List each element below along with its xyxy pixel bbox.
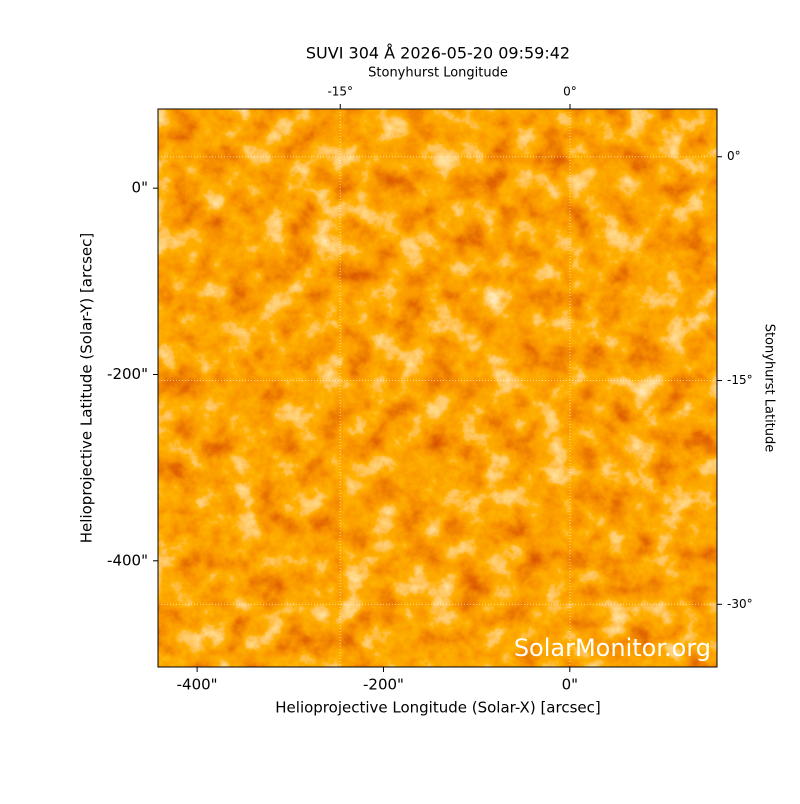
x2-tick-label: -15° xyxy=(327,85,353,99)
x-tick-label: 0" xyxy=(562,676,578,694)
x2-tick-label: 0° xyxy=(563,85,577,99)
x2-axis-label: Stonyhurst Longitude xyxy=(368,66,508,81)
solar-image xyxy=(158,109,717,667)
plot-area xyxy=(158,109,717,667)
chart-title: SUVI 304 Å 2026-05-20 09:59:42 xyxy=(306,44,570,63)
watermark: SolarMonitor.org xyxy=(514,634,711,662)
x-tick-label: -400" xyxy=(177,676,218,694)
y2-tick-label: -15° xyxy=(727,373,753,387)
x-tick-label: -200" xyxy=(363,676,404,694)
plot-frame xyxy=(157,108,718,668)
y2-tick-label: 0° xyxy=(727,149,741,163)
y-axis-label: Helioprojective Latitude (Solar-Y) [arcs… xyxy=(78,233,96,543)
y2-tick-label: -30° xyxy=(727,597,753,611)
y2-axis-label: Stonyhurst Latitude xyxy=(762,324,777,453)
y-tick-label: -200" xyxy=(107,365,148,383)
y-tick-label: -400" xyxy=(107,551,148,569)
x-axis-label: Helioprojective Longitude (Solar-X) [arc… xyxy=(275,699,600,717)
y-tick-label: 0" xyxy=(132,179,148,197)
